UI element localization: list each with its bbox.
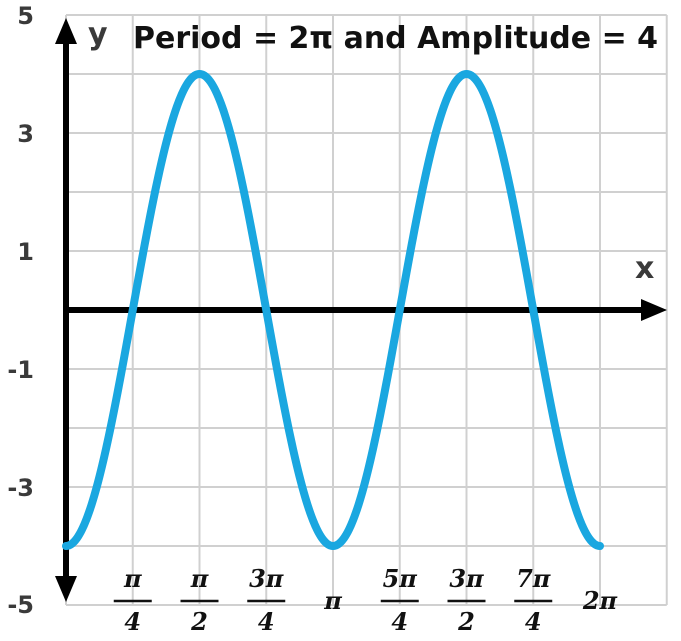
chart-title: Period = 2π and Amplitude = 4 bbox=[133, 21, 658, 56]
y-axis-label: y bbox=[88, 17, 108, 52]
x-tick-label: 2π bbox=[582, 586, 618, 615]
x-tick-numerator: 3π bbox=[449, 564, 484, 593]
x-axis-label: x bbox=[635, 251, 654, 286]
y-tick-label: 1 bbox=[17, 238, 34, 266]
x-tick-whole: 2π bbox=[582, 586, 618, 615]
y-tick-label: -5 bbox=[7, 591, 34, 619]
sine-curve bbox=[62, 70, 604, 550]
x-tick-label: π4 bbox=[113, 564, 152, 636]
x-tick-denominator: 4 bbox=[525, 607, 542, 636]
x-axis-arrow bbox=[641, 299, 667, 321]
x-tick-label: π2 bbox=[180, 564, 219, 636]
x-tick-numerator: π bbox=[123, 564, 142, 593]
x-tick-label: π bbox=[323, 586, 342, 615]
y-tick-label: 3 bbox=[17, 120, 34, 148]
x-tick-denominator: 4 bbox=[124, 607, 141, 636]
axes bbox=[55, 18, 667, 602]
y-axis-arrow-up bbox=[55, 18, 77, 44]
x-tick-label: 7π4 bbox=[514, 564, 553, 636]
y-axis-arrow-down bbox=[55, 576, 77, 602]
x-tick-label: 3π4 bbox=[247, 564, 286, 636]
x-tick-numerator: 7π bbox=[516, 564, 551, 593]
x-tick-numerator: 3π bbox=[249, 564, 284, 593]
x-tick-denominator: 2 bbox=[190, 607, 208, 636]
x-tick-denominator: 4 bbox=[391, 607, 408, 636]
curve-layer bbox=[62, 70, 604, 550]
y-tick-labels: 5 3 1 -1 -3 -5 bbox=[7, 2, 34, 619]
x-tick-whole: π bbox=[323, 586, 342, 615]
x-tick-denominator: 2 bbox=[457, 607, 475, 636]
x-tick-numerator: π bbox=[190, 564, 209, 593]
y-tick-label: -1 bbox=[7, 356, 34, 384]
y-tick-label: 5 bbox=[17, 2, 34, 30]
y-tick-label: -3 bbox=[7, 474, 34, 502]
x-tick-denominator: 4 bbox=[258, 607, 275, 636]
x-tick-label: 5π4 bbox=[380, 564, 419, 636]
x-tick-label: 3π2 bbox=[447, 564, 486, 636]
x-tick-numerator: 5π bbox=[383, 564, 418, 593]
